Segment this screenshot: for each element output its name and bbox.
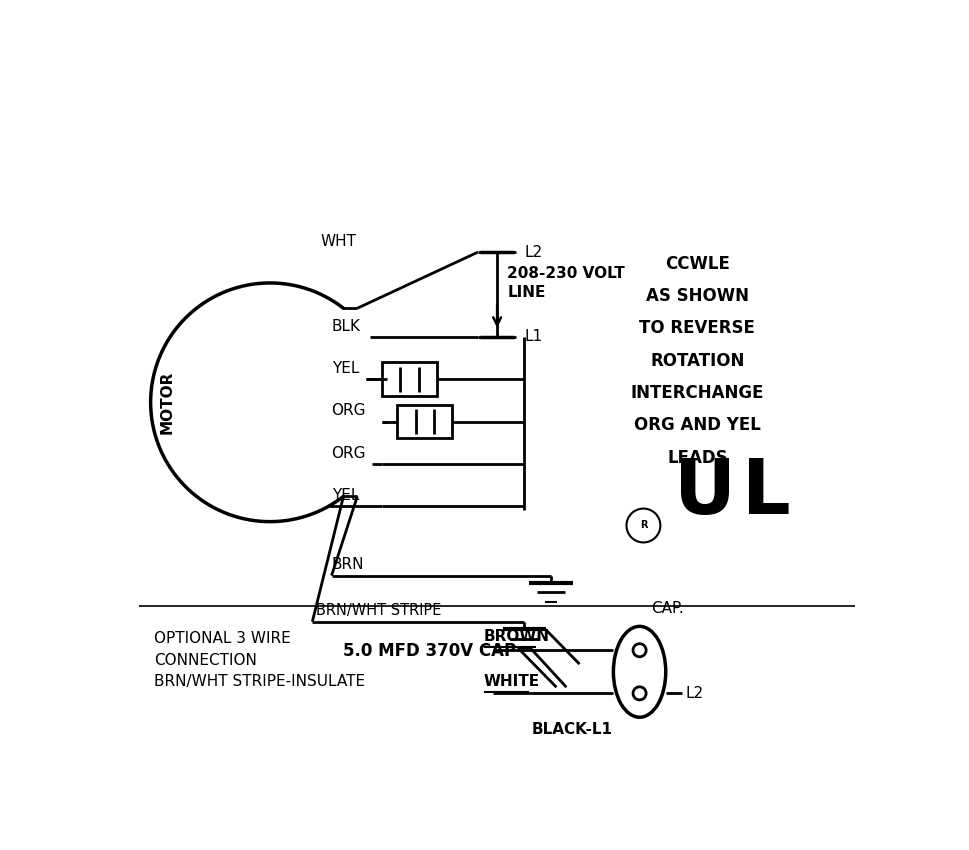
- Text: CCWLE: CCWLE: [664, 255, 729, 273]
- Text: CAP.: CAP.: [650, 601, 683, 616]
- Text: LEADS: LEADS: [667, 449, 727, 467]
- Text: TO REVERSE: TO REVERSE: [639, 320, 755, 337]
- Bar: [381, 362, 437, 396]
- Text: YEL: YEL: [331, 488, 359, 503]
- Text: OPTIONAL 3 WIRE
CONNECTION
BRN/WHT STRIPE-INSULATE: OPTIONAL 3 WIRE CONNECTION BRN/WHT STRIP…: [154, 632, 365, 689]
- Text: INTERCHANGE: INTERCHANGE: [630, 384, 764, 402]
- Bar: [396, 405, 452, 439]
- Ellipse shape: [612, 626, 665, 717]
- Text: R: R: [639, 520, 646, 530]
- Text: ROTATION: ROTATION: [649, 352, 744, 370]
- Text: ORG AND YEL: ORG AND YEL: [633, 416, 760, 434]
- Text: 5.0 MFD 370V CAP: 5.0 MFD 370V CAP: [343, 642, 516, 660]
- Text: WHITE: WHITE: [484, 674, 540, 689]
- Text: BRN: BRN: [331, 558, 363, 572]
- Text: L: L: [741, 456, 790, 530]
- Text: WHT: WHT: [320, 234, 356, 249]
- Text: YEL: YEL: [331, 361, 359, 376]
- Text: L2: L2: [523, 245, 542, 259]
- Text: U: U: [673, 456, 735, 530]
- Text: BLACK-L1: BLACK-L1: [531, 722, 612, 737]
- Text: BLK: BLK: [331, 319, 360, 333]
- Text: ORG: ORG: [331, 445, 365, 461]
- Text: MOTOR: MOTOR: [160, 371, 174, 434]
- Text: L1: L1: [523, 329, 542, 344]
- Text: 208-230 VOLT
LINE: 208-230 VOLT LINE: [507, 266, 624, 300]
- Text: ORG: ORG: [331, 403, 365, 418]
- Text: AS SHOWN: AS SHOWN: [645, 287, 748, 305]
- Text: BROWN: BROWN: [484, 629, 549, 644]
- Text: L2: L2: [685, 686, 703, 701]
- Text: BRN/WHT STRIPE: BRN/WHT STRIPE: [316, 604, 441, 619]
